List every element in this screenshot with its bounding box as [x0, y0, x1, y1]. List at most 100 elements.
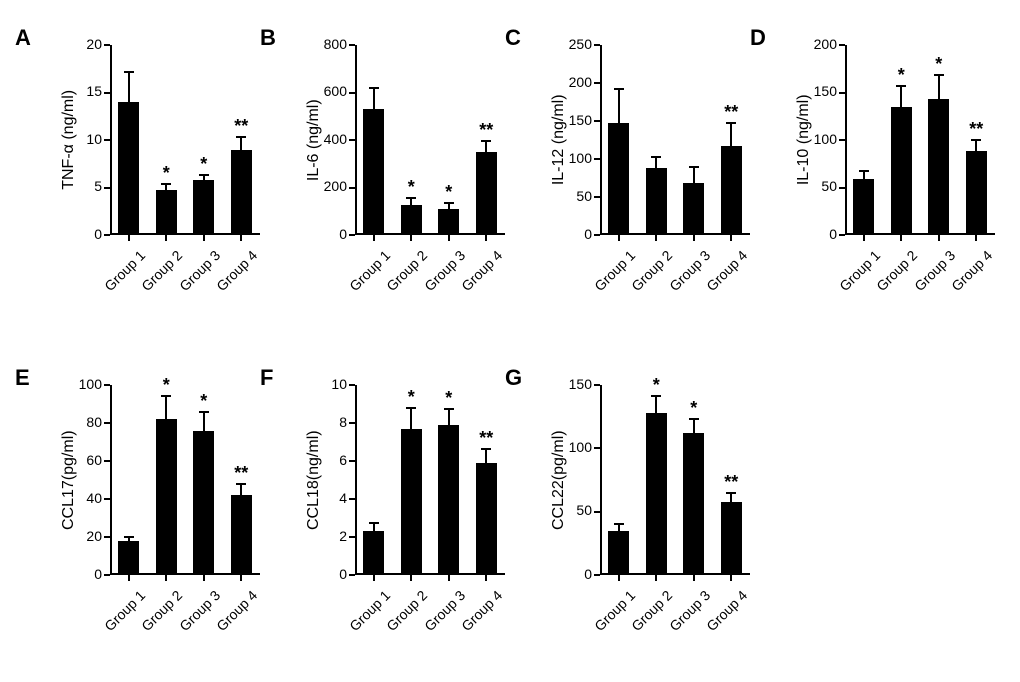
x-tick	[240, 235, 242, 241]
x-tick	[165, 575, 167, 581]
significance-marker: **	[716, 473, 746, 491]
error-cap	[971, 139, 981, 141]
y-tick	[839, 44, 845, 46]
error-bar	[975, 140, 977, 151]
y-tick	[594, 447, 600, 449]
y-axis-label: IL-10 (ng/ml)	[795, 83, 813, 197]
error-bar	[900, 86, 902, 107]
y-tick	[594, 44, 600, 46]
y-tick	[594, 384, 600, 386]
bar	[118, 102, 139, 235]
y-tick	[104, 384, 110, 386]
bar	[193, 431, 214, 575]
panel-letter: D	[750, 25, 766, 51]
error-cap	[124, 71, 134, 73]
error-bar	[410, 408, 412, 429]
error-cap	[406, 197, 416, 199]
error-bar	[410, 198, 412, 205]
y-axis-label: CCL18(ng/ml)	[305, 427, 323, 533]
y-tick-label: 20	[64, 36, 102, 52]
error-bar	[485, 141, 487, 152]
bar	[683, 183, 704, 235]
y-axis-label: IL-12 (ng/ml)	[550, 83, 568, 197]
panel-F: F0246810CCL18(ng/ml)Group 1*Group 2*Grou…	[285, 360, 535, 670]
error-cap	[236, 136, 246, 138]
bar	[721, 502, 742, 575]
y-tick	[839, 187, 845, 189]
significance-marker: *	[434, 183, 464, 201]
y-tick	[104, 92, 110, 94]
y-tick	[594, 574, 600, 576]
panel-G: G050100150CCL22(pg/ml)Group 1*Group 2*Gr…	[530, 360, 780, 670]
x-tick	[410, 235, 412, 241]
bar	[156, 190, 177, 235]
x-tick	[203, 575, 205, 581]
error-bar	[373, 88, 375, 109]
y-tick-label: 250	[554, 36, 592, 52]
panel-B: B0200400600800IL-6 (ng/ml)Group 1*Group …	[285, 20, 535, 330]
y-tick-label: 0	[309, 226, 347, 242]
error-bar	[448, 409, 450, 425]
x-tick	[693, 575, 695, 581]
significance-marker: *	[679, 399, 709, 417]
y-tick	[104, 574, 110, 576]
significance-marker: **	[471, 429, 501, 447]
y-axis-label: CCL17(pg/ml)	[60, 427, 78, 533]
y-tick-label: 0	[554, 566, 592, 582]
error-bar	[693, 419, 695, 433]
x-tick	[165, 235, 167, 241]
error-cap	[481, 448, 491, 450]
error-cap	[726, 492, 736, 494]
error-cap	[481, 140, 491, 142]
y-tick-label: 10	[309, 376, 347, 392]
y-tick	[349, 422, 355, 424]
error-bar	[485, 449, 487, 463]
bar	[156, 419, 177, 575]
y-tick-label: 800	[309, 36, 347, 52]
error-bar	[730, 493, 732, 502]
error-cap	[651, 156, 661, 158]
y-tick	[104, 536, 110, 538]
panel-letter: B	[260, 25, 276, 51]
y-tick	[349, 44, 355, 46]
error-cap	[406, 407, 416, 409]
panel-D: D050100150200IL-10 (ng/ml)Group 1*Group …	[775, 20, 1020, 330]
y-tick	[349, 384, 355, 386]
x-tick	[203, 235, 205, 241]
y-tick	[594, 120, 600, 122]
significance-marker: *	[151, 376, 181, 394]
y-tick-label: 100	[64, 376, 102, 392]
bar	[721, 146, 742, 235]
y-tick-label: 150	[554, 376, 592, 392]
panel-letter: E	[15, 365, 30, 391]
x-tick	[485, 575, 487, 581]
significance-marker: **	[716, 103, 746, 121]
significance-marker: *	[189, 392, 219, 410]
bar	[118, 541, 139, 575]
y-tick	[104, 44, 110, 46]
error-cap	[614, 523, 624, 525]
bar	[231, 495, 252, 575]
y-tick	[104, 498, 110, 500]
error-cap	[444, 408, 454, 410]
bar	[438, 209, 459, 235]
error-cap	[689, 166, 699, 168]
y-tick	[839, 139, 845, 141]
y-tick	[839, 92, 845, 94]
error-cap	[859, 170, 869, 172]
y-tick	[349, 574, 355, 576]
error-cap	[689, 418, 699, 420]
x-tick	[618, 575, 620, 581]
error-bar	[938, 75, 940, 99]
significance-marker: *	[151, 164, 181, 182]
x-tick	[448, 235, 450, 241]
x-tick	[373, 575, 375, 581]
x-tick	[240, 575, 242, 581]
x-tick	[693, 235, 695, 241]
y-tick-label: 0	[554, 226, 592, 242]
y-tick	[594, 158, 600, 160]
bar	[193, 180, 214, 235]
bar	[438, 425, 459, 575]
y-tick	[349, 92, 355, 94]
bar	[608, 531, 629, 575]
